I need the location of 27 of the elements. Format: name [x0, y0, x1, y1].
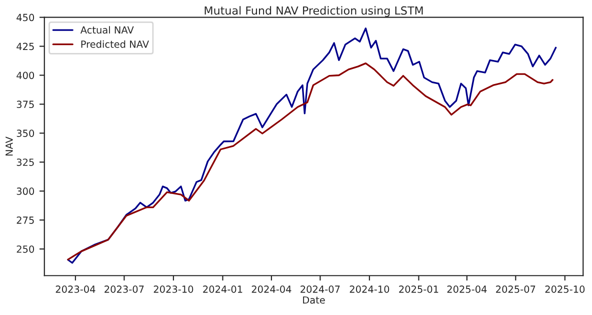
y-tick-label: 425 [16, 42, 34, 50]
y-axis-title: NAV [6, 136, 13, 156]
y-tick-label: 375 [16, 100, 34, 108]
legend-label: Predicted NAV [81, 40, 149, 48]
x-axis-title: Date [303, 296, 325, 304]
y-tick-label: 450 [16, 14, 34, 22]
x-tick-label: 2025-01 [399, 286, 438, 293]
x-tick-label: 2024-07 [300, 286, 340, 293]
x-tick-label: 2023-07 [104, 286, 144, 293]
x-tick-label: 2024-10 [350, 286, 390, 293]
y-tick-label: 275 [16, 216, 34, 224]
x-tick-label: 2025-07 [496, 286, 536, 293]
legend-label: Actual NAV [80, 26, 134, 34]
x-tick-label: 2024-01 [203, 286, 242, 293]
y-tick-label: 325 [16, 158, 34, 166]
line-series [67, 62, 554, 260]
y-tick-label: 250 [16, 245, 34, 253]
y-tick-label: 300 [16, 188, 34, 195]
x-tick-label: 2024-04 [252, 286, 292, 293]
y-tick-label: 350 [16, 130, 34, 137]
line-series [67, 27, 557, 264]
y-tick-label: 400 [16, 72, 34, 80]
x-tick-label: 2023-10 [154, 286, 194, 293]
x-tick-label: 2023-04 [56, 286, 96, 293]
x-tick-label: 2025-10 [545, 286, 585, 293]
chart-title: Mutual Fund NAV Prediction using LSTM [204, 6, 423, 17]
x-tick-label: 2025-04 [447, 286, 487, 293]
